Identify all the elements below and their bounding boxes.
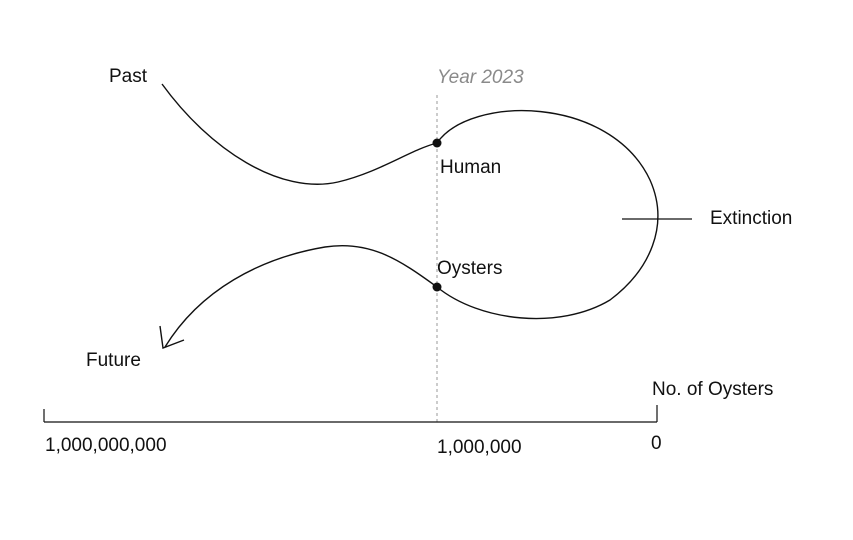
year-label: Year 2023 xyxy=(437,67,524,88)
future-curve xyxy=(164,244,438,348)
axis-title: No. of Oysters xyxy=(652,379,774,400)
oysters-label: Oysters xyxy=(437,258,503,279)
human-point xyxy=(432,138,442,148)
axis-tick-label-left: 1,000,000,000 xyxy=(45,435,167,456)
axis-tick-label-middle: 1,000,000 xyxy=(437,437,522,458)
future-label: Future xyxy=(86,350,141,371)
past-label: Past xyxy=(109,66,148,87)
past-curve xyxy=(161,83,438,185)
human-label: Human xyxy=(440,157,502,178)
extinction-label: Extinction xyxy=(710,208,793,229)
extinction-loop xyxy=(436,109,659,320)
axis-tick-label-right: 0 xyxy=(651,433,662,454)
oysters-point xyxy=(432,282,442,292)
future-arrowhead xyxy=(159,325,185,349)
